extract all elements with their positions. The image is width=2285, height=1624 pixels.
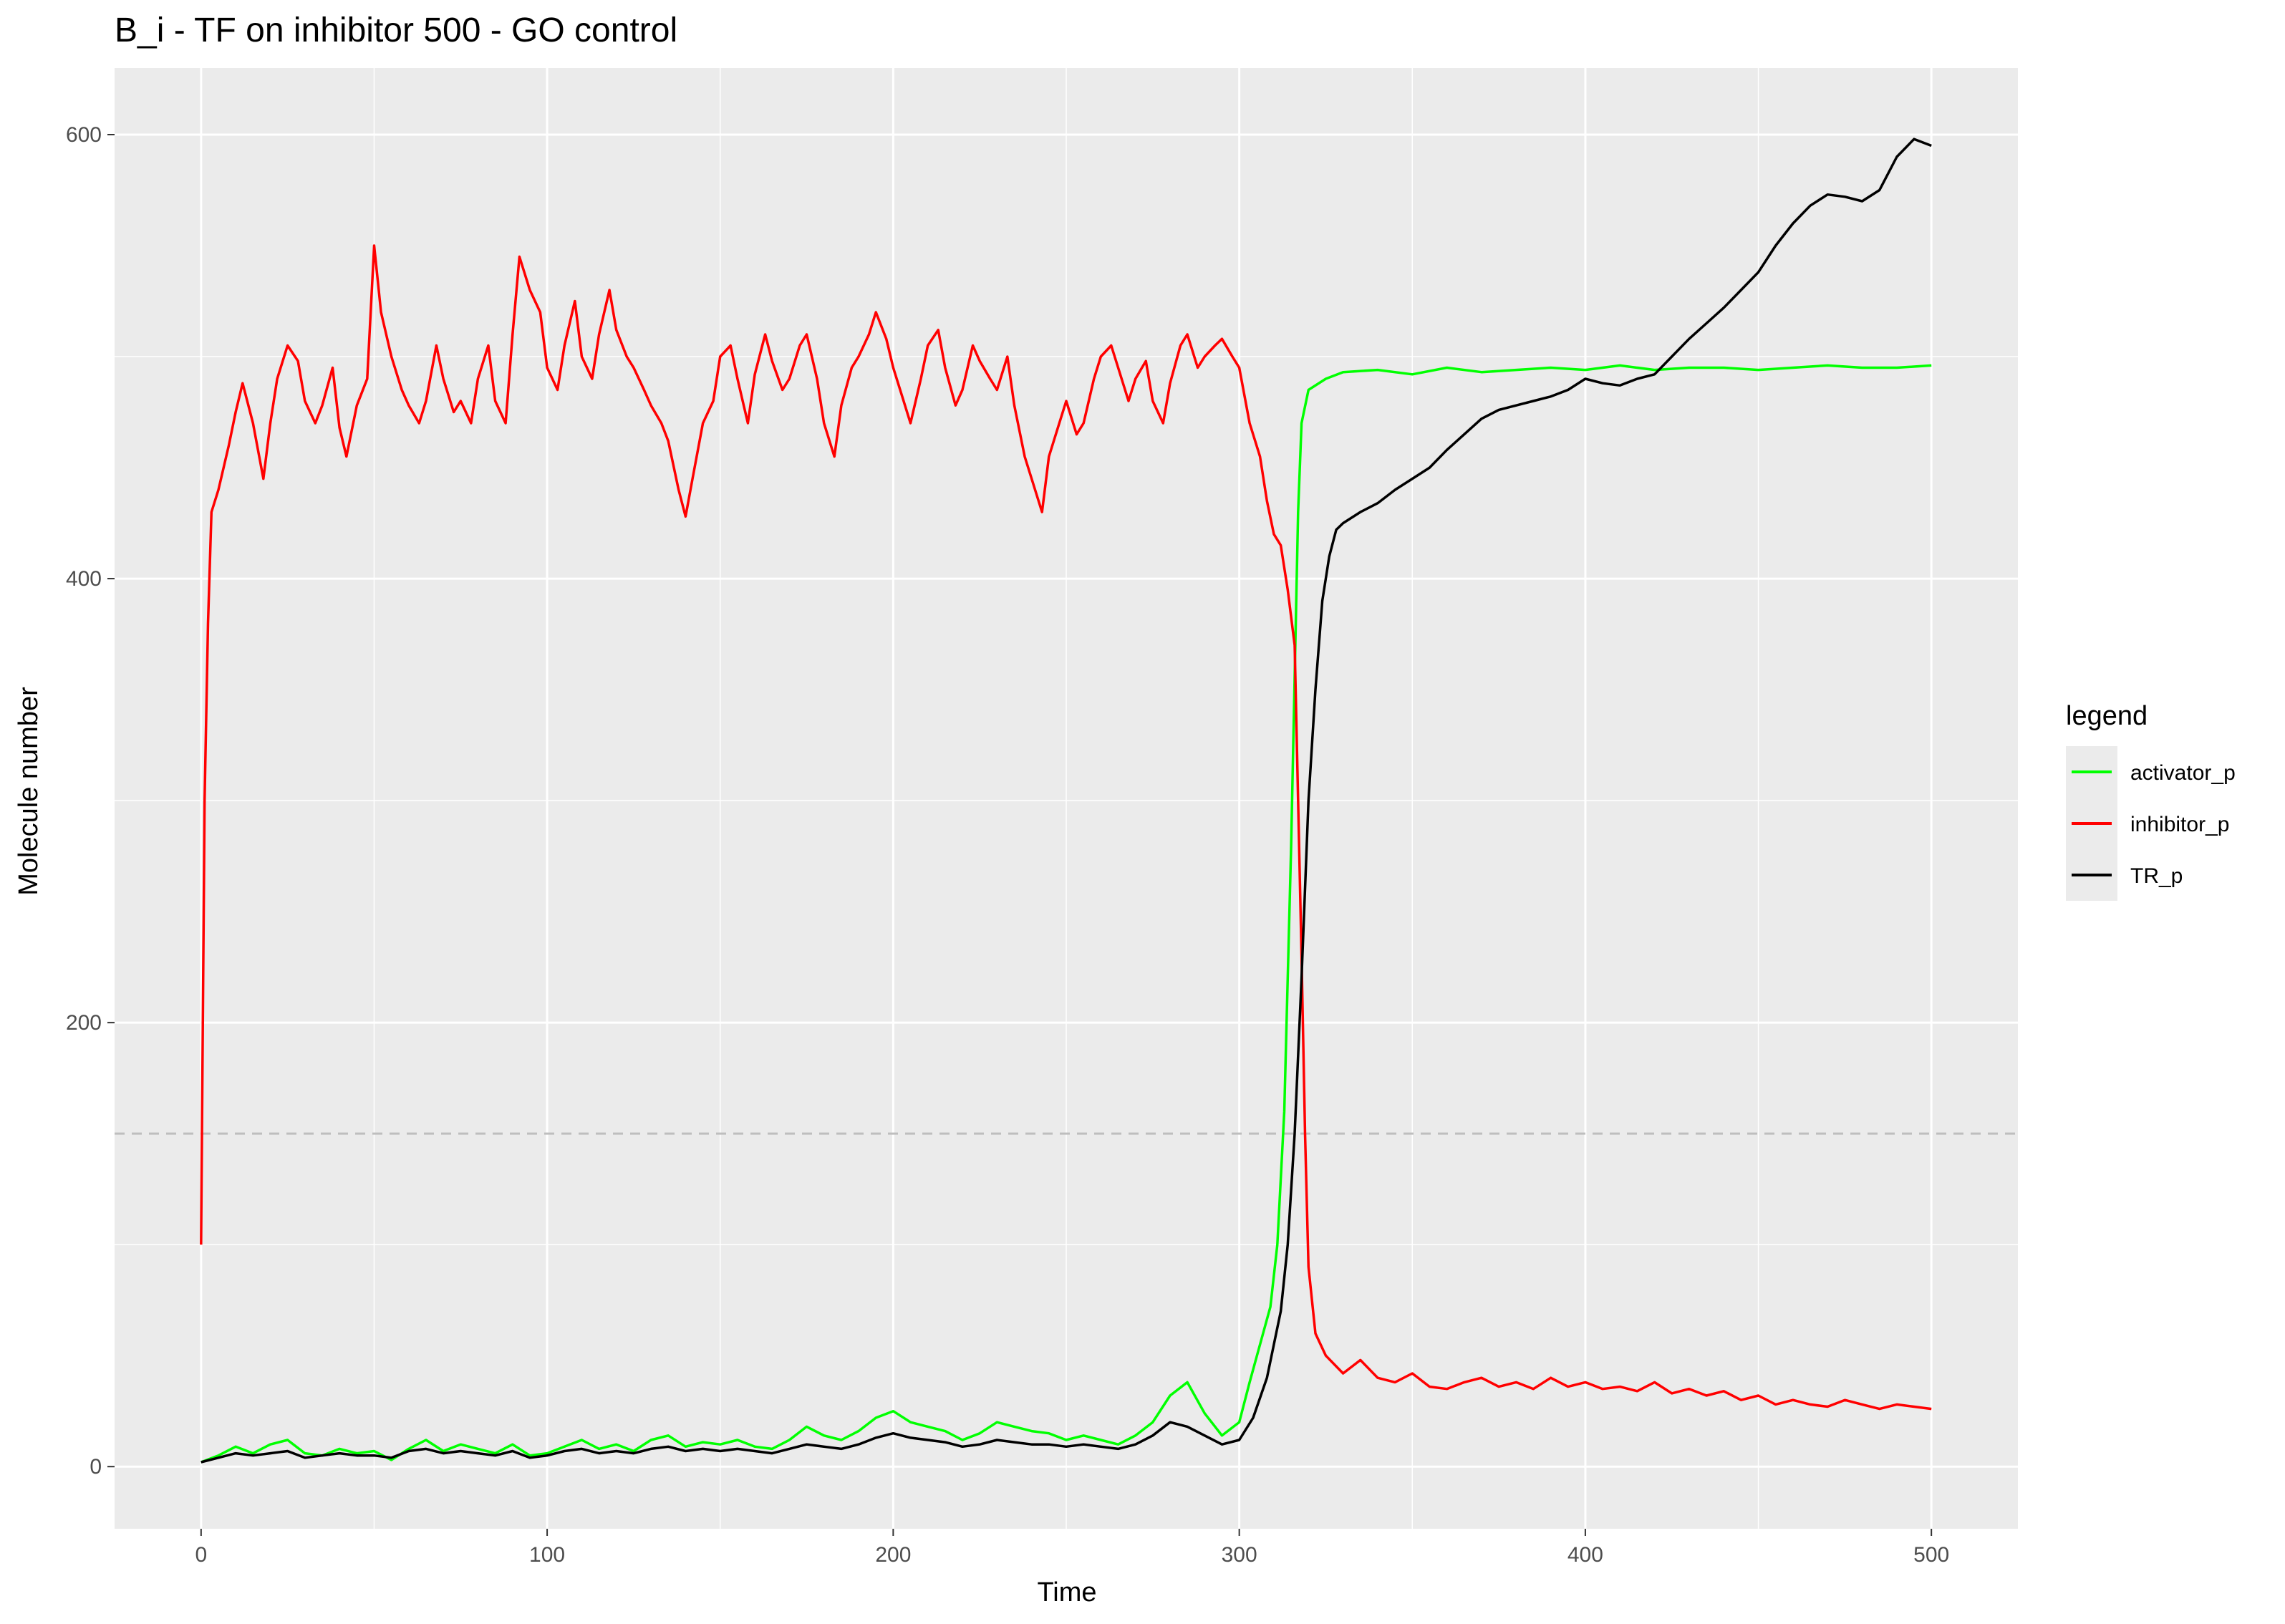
series-line-activator-p <box>201 364 1932 1464</box>
legend-title: legend <box>2066 701 2148 731</box>
legend-label: activator_p <box>2130 761 2236 785</box>
x-axis-title: Time <box>1037 1577 1096 1608</box>
x-tick-label: 200 <box>875 1543 911 1567</box>
y-tick-label: 400 <box>66 567 102 591</box>
legend-label: TR_p <box>2130 864 2183 888</box>
legend: legend activator_p inhibitor_p TR_p <box>2066 701 2236 901</box>
minor-gridlines <box>115 68 2018 1529</box>
y-tick-label: 200 <box>66 1011 102 1035</box>
x-tick-label: 500 <box>1913 1543 1949 1567</box>
x-axis: 0 100 200 300 400 500 <box>195 1529 1949 1567</box>
x-tick-label: 300 <box>1222 1543 1257 1567</box>
legend-label: inhibitor_p <box>2130 813 2229 836</box>
y-tick-label: 0 <box>90 1455 102 1479</box>
major-gridlines <box>115 68 2018 1529</box>
series-line-inhibitor-p <box>200 244 1932 1411</box>
chart-title: B_i - TF on inhibitor 500 - GO control <box>115 11 677 49</box>
series-layer <box>200 137 1932 1464</box>
x-tick-label: 100 <box>529 1543 565 1567</box>
y-axis: 0 200 400 600 <box>66 123 115 1479</box>
y-axis-title: Molecule number <box>14 687 44 896</box>
x-tick-label: 0 <box>195 1543 207 1567</box>
x-tick-label: 400 <box>1567 1543 1603 1567</box>
series-line-tr-p <box>201 137 1932 1464</box>
y-tick-label: 600 <box>66 123 102 147</box>
